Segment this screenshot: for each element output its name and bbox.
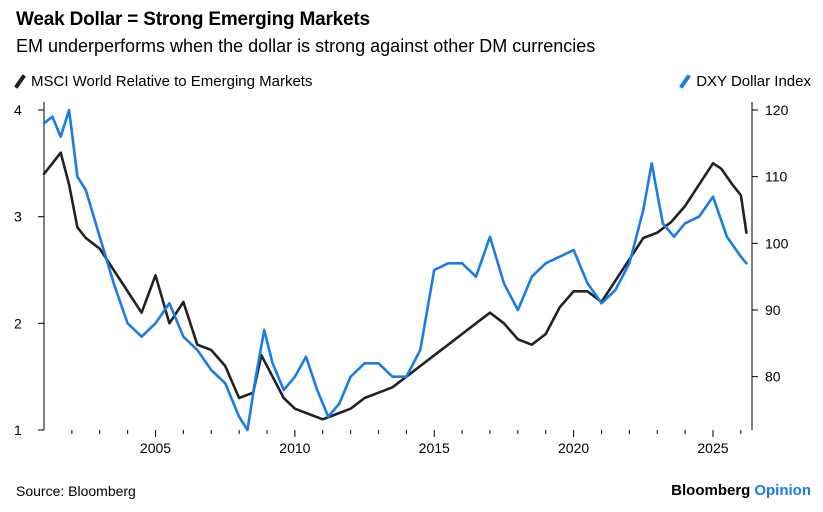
right-tick-label: 90	[765, 302, 781, 318]
legend-label-msci: MSCI World Relative to Emerging Markets	[31, 73, 313, 90]
x-tick-label: 2015	[419, 440, 450, 456]
series-group	[42, 108, 748, 432]
brand-accent: Opinion	[754, 482, 811, 499]
source-note: Source: Bloomberg	[16, 483, 136, 499]
legend-msci: MSCI World Relative to Emerging Markets	[14, 73, 313, 90]
left-tick-label: 4	[14, 102, 22, 118]
brand-name: Bloomberg	[671, 482, 751, 499]
right-tick-label: 80	[765, 369, 781, 385]
series-line-dxy	[42, 108, 748, 432]
axes-group: 1 2 3 4 80 90 100 110 120 2005 2010 2015 2020 2025	[14, 102, 789, 456]
series-line-msci	[42, 151, 748, 421]
left-tick-label: 2	[14, 315, 22, 331]
chart-subtitle: EM underperforms when the dollar is stro…	[16, 36, 596, 56]
x-tick-label: 2020	[558, 440, 589, 456]
brand-logo: Bloomberg Opinion	[671, 482, 811, 499]
legend-dxy: DXY Dollar Index	[679, 73, 811, 90]
x-tick-label: 2010	[279, 440, 310, 456]
x-tick-label: 2025	[697, 440, 728, 456]
chart-title: Weak Dollar = Strong Emerging Markets	[16, 9, 370, 30]
legend-label-dxy: DXY Dollar Index	[696, 73, 811, 90]
right-tick-label: 100	[765, 235, 789, 251]
right-tick-label: 110	[765, 169, 788, 185]
x-tick-label: 2005	[140, 440, 171, 456]
left-tick-label: 1	[14, 422, 22, 438]
left-tick-label: 3	[14, 209, 22, 225]
right-tick-label: 120	[765, 102, 789, 118]
